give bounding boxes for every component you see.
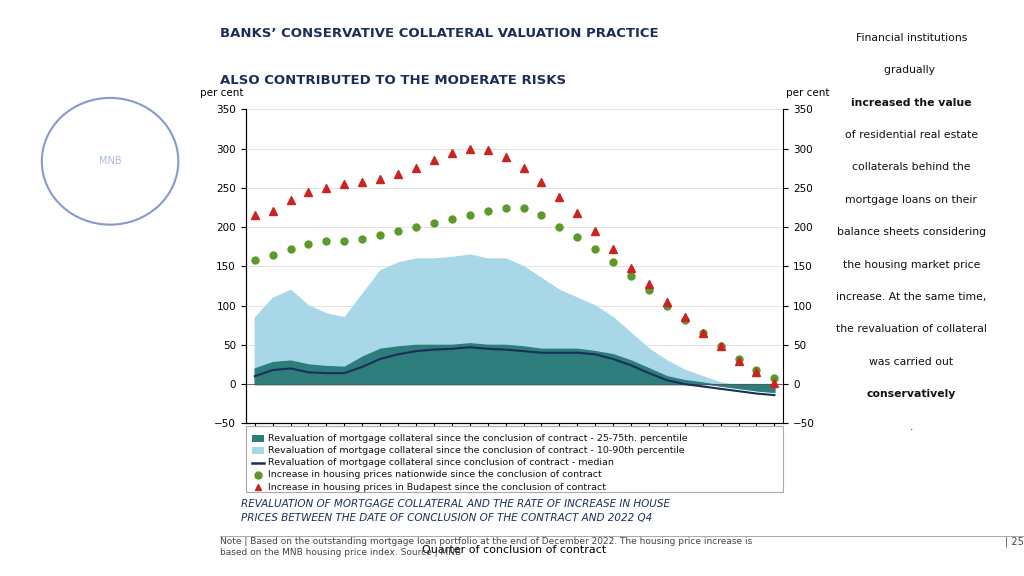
Text: increased the value: increased the value <box>851 97 972 108</box>
Text: the housing market price: the housing market price <box>843 260 980 270</box>
Text: 2022: 2022 <box>754 441 777 450</box>
Text: 2021: 2021 <box>718 441 741 450</box>
Text: Increase in housing prices nationwide since the conclusion of contract: Increase in housing prices nationwide si… <box>268 471 602 479</box>
Text: 2011: 2011 <box>359 441 383 450</box>
Text: 2018: 2018 <box>610 441 634 450</box>
Text: collaterals behind the: collaterals behind the <box>852 162 971 172</box>
Text: 2016: 2016 <box>539 441 562 450</box>
Text: per cent: per cent <box>200 89 243 98</box>
Text: conservatively: conservatively <box>866 389 956 399</box>
Text: 2019: 2019 <box>646 441 670 450</box>
Text: BANKS’ CONSERVATIVE COLLATERAL VALUATION PRACTICE: BANKS’ CONSERVATIVE COLLATERAL VALUATION… <box>220 26 658 40</box>
Text: Financial institutions: Financial institutions <box>856 33 967 43</box>
Text: sajto@mnb.hu: sajto@mnb.hu <box>75 381 145 391</box>
Text: balance sheets considering: balance sheets considering <box>837 227 986 237</box>
Text: 2014: 2014 <box>467 441 490 450</box>
Text: gradually: gradually <box>884 65 939 75</box>
Text: Increase in housing prices in Budapest since the conclusion of contract: Increase in housing prices in Budapest s… <box>268 483 606 492</box>
Text: Quarter of conclusion of contract: Quarter of conclusion of contract <box>423 545 606 555</box>
Text: Q U E S T I O N S: Q U E S T I O N S <box>70 352 151 362</box>
Text: REVALUATION OF MORTGAGE COLLATERAL AND THE RATE OF INCREASE IN HOUSE
PRICES BETW: REVALUATION OF MORTGAGE COLLATERAL AND T… <box>241 499 670 524</box>
Text: 2013: 2013 <box>431 441 455 450</box>
Text: Revaluation of mortgage collateral since the conclusion of contract - 10-90th pe: Revaluation of mortgage collateral since… <box>268 446 685 455</box>
Text: .: . <box>909 422 913 431</box>
Text: ALSO CONTRIBUTED TO THE MODERATE RISKS: ALSO CONTRIBUTED TO THE MODERATE RISKS <box>220 74 566 88</box>
FancyBboxPatch shape <box>246 426 783 492</box>
Text: 2020: 2020 <box>682 441 706 450</box>
Text: 2009: 2009 <box>288 441 311 450</box>
Text: Revaluation of mortgage collateral since conclusion of contract - median: Revaluation of mortgage collateral since… <box>268 458 614 467</box>
Text: Note | Based on the outstanding mortgage loan portfolio at the end of December 2: Note | Based on the outstanding mortgage… <box>220 537 753 558</box>
Text: was carried out: was carried out <box>869 357 953 367</box>
Text: per cent: per cent <box>786 89 829 98</box>
FancyBboxPatch shape <box>252 434 264 442</box>
FancyBboxPatch shape <box>252 447 264 454</box>
Text: 2010: 2010 <box>324 441 347 450</box>
Text: 2012: 2012 <box>395 441 419 450</box>
Text: mortgage loans on their: mortgage loans on their <box>846 195 977 205</box>
Text: increase. At the same time,: increase. At the same time, <box>837 292 986 302</box>
Text: 2008: 2008 <box>252 441 275 450</box>
Text: | 25: | 25 <box>1006 537 1024 547</box>
Text: 2017: 2017 <box>574 441 598 450</box>
Text: the revaluation of collateral: the revaluation of collateral <box>836 324 987 335</box>
Text: MNB: MNB <box>98 156 122 166</box>
Text: Revaluation of mortgage collateral since the conclusion of contract - 25-75th. p: Revaluation of mortgage collateral since… <box>268 434 688 443</box>
Text: «: « <box>758 197 783 235</box>
Text: 2015: 2015 <box>503 441 526 450</box>
Text: of residential real estate: of residential real estate <box>845 130 978 140</box>
